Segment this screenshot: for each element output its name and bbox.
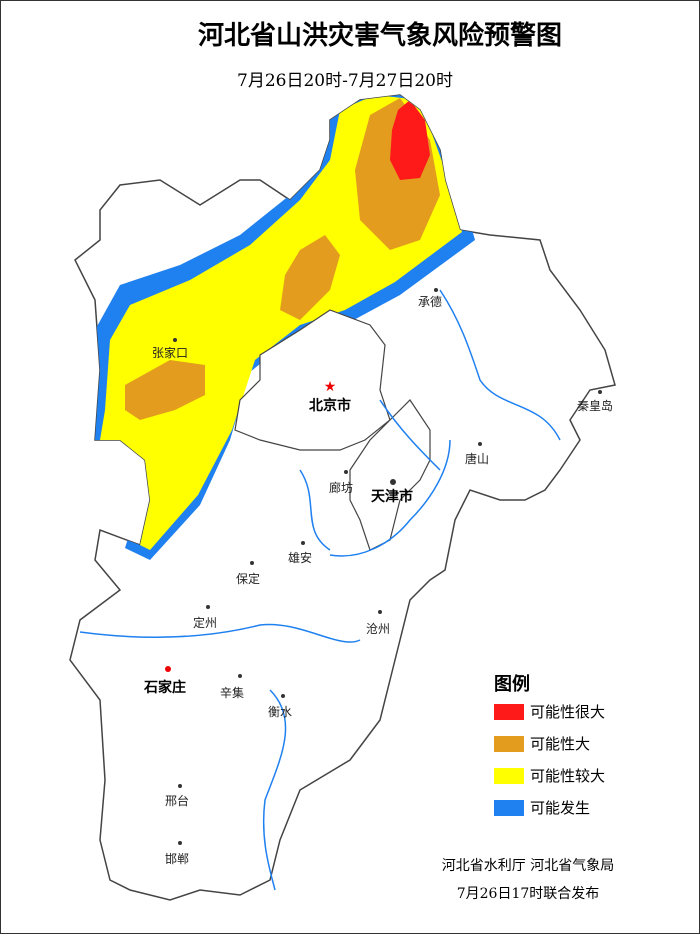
city-label: 唐山 — [465, 451, 489, 466]
legend-swatch — [494, 704, 524, 720]
subtitle: 7月26日20时-7月27日20时 — [237, 71, 453, 91]
legend-label: 可能发生 — [530, 799, 590, 817]
legend-label: 可能性较大 — [530, 767, 605, 785]
rivers — [79, 289, 561, 891]
legend-swatch — [494, 800, 524, 816]
cities: 承德 张家口 ★ 北京市 秦皇岛 唐山 廊坊 天津市 雄安 保定 定州 沧州 石家… — [143, 288, 613, 866]
province — [69, 94, 616, 901]
footer-issuer: 河北省水利厅 河北省气象局 — [442, 858, 614, 874]
title: 河北省山洪灾害气象风险预警图 — [198, 20, 562, 51]
city-label: 雄安 — [288, 550, 312, 565]
city-label: 承德 — [418, 294, 442, 309]
city-label: 邯郸 — [165, 851, 189, 866]
legend-swatch — [494, 736, 524, 752]
city-label: 辛集 — [220, 685, 244, 700]
legend-swatch — [494, 768, 524, 784]
city-label: 张家口 — [152, 345, 188, 360]
tianjin — [349, 399, 431, 551]
city-label: 定州 — [193, 615, 217, 630]
legend-label: 可能性大 — [530, 735, 590, 753]
zone-high — [280, 235, 340, 320]
city-label: 衡水 — [268, 705, 292, 719]
beijing — [234, 309, 391, 451]
svg-text:★: ★ — [324, 379, 337, 395]
legend-label: 可能性很大 — [530, 703, 605, 721]
zone-high — [125, 360, 205, 420]
city-label: 沧州 — [366, 621, 390, 636]
footer-issued: 7月26日17时联合发布 — [457, 886, 600, 902]
city-label: 石家庄 — [143, 679, 186, 696]
city-label: 北京市 — [309, 397, 351, 414]
city-label: 廊坊 — [329, 480, 353, 495]
city-label: 秦皇岛 — [577, 398, 613, 413]
legend-title: 图例 — [494, 673, 530, 695]
city-label: 保定 — [236, 571, 260, 586]
city-label: 邢台 — [165, 793, 189, 808]
city-label: 天津市 — [371, 488, 413, 505]
zone-very-high — [390, 100, 430, 180]
